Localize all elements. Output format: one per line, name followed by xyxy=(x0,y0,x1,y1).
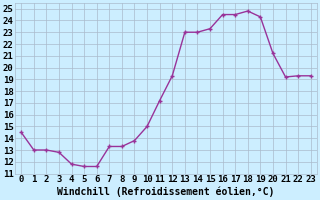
X-axis label: Windchill (Refroidissement éolien,°C): Windchill (Refroidissement éolien,°C) xyxy=(57,187,275,197)
